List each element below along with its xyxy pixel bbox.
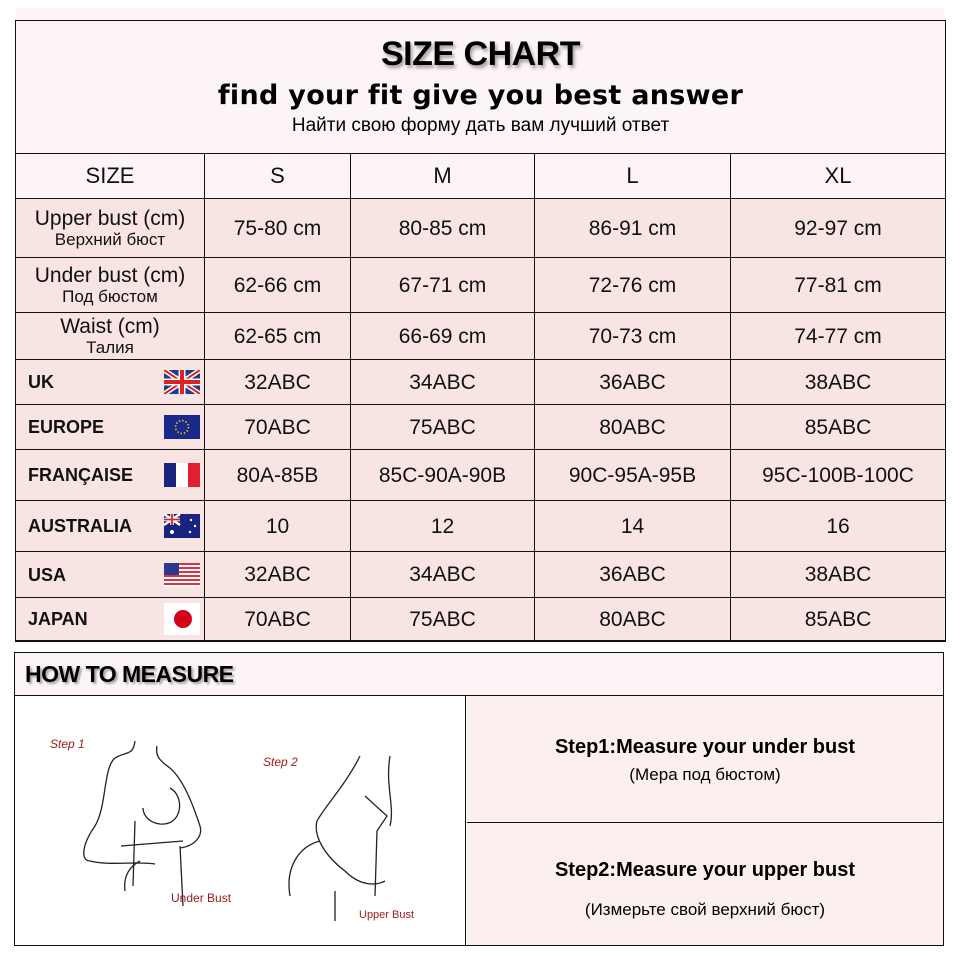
australia-flag-icon	[164, 514, 200, 538]
japan-flag-icon	[164, 603, 200, 635]
label-ru: Под бюстом	[62, 287, 158, 306]
measure-value: 80-85 cm	[351, 199, 535, 258]
country-name: JAPAN	[28, 609, 88, 629]
uk-flag-icon	[164, 370, 200, 394]
step2-label: Step 2	[263, 755, 298, 769]
size-value: 80ABC	[535, 598, 731, 641]
step1-label: Step 1	[50, 737, 85, 751]
country-name: FRANÇAISE	[28, 465, 134, 485]
size-value: 85C-90A-90B	[351, 450, 535, 501]
country-row-label: AUSTRALIA	[16, 501, 205, 552]
size-value: 34ABC	[351, 552, 535, 598]
how-to-measure-section: HOW TO MEASURE Step 1 Step 2 Under Bust …	[14, 652, 944, 946]
measure-value: 74-77 cm	[731, 313, 945, 360]
page-title: SIZE CHART	[381, 35, 581, 73]
top-band	[16, 8, 944, 20]
size-column-m: M	[351, 154, 535, 199]
size-value: 95C-100B-100C	[731, 450, 945, 501]
step2-panel: Step2:Measure your upper bust (Измерьте …	[467, 823, 943, 945]
step2-title: Step2:Measure your upper bust	[554, 859, 856, 881]
measure-value: 66-69 cm	[351, 313, 535, 360]
upper-bust-label: Upper Bust	[359, 909, 414, 921]
step1-russian: (Мера под бюстом)	[629, 765, 781, 784]
measure-value: 92-97 cm	[731, 199, 945, 258]
size-chart: SIZE CHART find your fit give you best a…	[15, 20, 946, 642]
measure-row-label: Upper bust (cm) Верхний бюст	[16, 199, 205, 258]
under-bust-label: Under Bust	[171, 891, 232, 905]
size-column-xl: XL	[731, 154, 945, 199]
measure-value: 72-76 cm	[535, 258, 731, 313]
size-table: SIZE S M L XL Upper bust (cm) Верхний бюст 75-8…	[16, 154, 945, 641]
measure-row-label: Waist (cm) Талия	[16, 313, 205, 360]
measure-value: 62-66 cm	[205, 258, 351, 313]
measure-value: 70-73 cm	[535, 313, 731, 360]
country-row-label: FRANÇAISE	[16, 450, 205, 501]
size-value: 38ABC	[731, 360, 945, 405]
size-column-l: L	[535, 154, 731, 199]
size-header: SIZE	[16, 154, 205, 199]
step1-panel: Step1:Measure your under bust (Мера под …	[467, 696, 943, 823]
label-ru: Верхний бюст	[54, 230, 166, 249]
usa-flag-icon	[164, 562, 200, 587]
step2-russian: (Измерьте свой верхний бюст)	[584, 900, 826, 919]
section-title: HOW TO MEASURE	[15, 653, 943, 696]
size-value: 36ABC	[535, 552, 731, 598]
size-value: 80ABC	[535, 405, 731, 450]
measure-value: 75-80 cm	[205, 199, 351, 258]
size-value: 32ABC	[205, 360, 351, 405]
label-en: Upper bust (cm)	[34, 207, 186, 230]
subtitle: find your fit give you best answer	[217, 80, 744, 111]
size-value: 38ABC	[731, 552, 945, 598]
country-name: UK	[28, 372, 54, 392]
size-value: 75ABC	[351, 598, 535, 641]
measure-value: 77-81 cm	[731, 258, 945, 313]
country-row-label: EUROPE	[16, 405, 205, 450]
size-value: 80A-85B	[205, 450, 351, 501]
measure-value: 86-91 cm	[535, 199, 731, 258]
step1-figure	[83, 740, 202, 907]
size-value: 85ABC	[731, 405, 945, 450]
step2-figure	[288, 755, 393, 921]
measure-value: 62-65 cm	[205, 313, 351, 360]
size-value: 14	[535, 501, 731, 552]
size-value: 36ABC	[535, 360, 731, 405]
country-name: EUROPE	[28, 417, 105, 437]
measure-value: 67-71 cm	[351, 258, 535, 313]
size-value: 34ABC	[351, 360, 535, 405]
step1-title: Step1:Measure your under bust	[554, 736, 856, 758]
size-value: 12	[351, 501, 535, 552]
size-value: 32ABC	[205, 552, 351, 598]
size-value: 10	[205, 501, 351, 552]
measure-row-label: Under bust (cm) Под бюстом	[16, 258, 205, 313]
measure-illustration: Step 1 Step 2 Under Bust Upper Bust	[15, 696, 466, 945]
size-value: 75ABC	[351, 405, 535, 450]
eu-flag-icon	[164, 415, 200, 439]
subtitle-russian: Найти свою форму дать вам лучший ответ	[291, 115, 670, 136]
country-name: USA	[28, 564, 67, 585]
country-name: AUSTRALIA	[28, 516, 132, 536]
size-value: 70ABC	[205, 598, 351, 641]
size-value: 90C-95A-95B	[535, 450, 731, 501]
label-en: Under bust (cm)	[34, 264, 186, 287]
size-column-s: S	[205, 154, 351, 199]
france-flag-icon	[164, 463, 200, 487]
size-value: 16	[731, 501, 945, 552]
label-en: Waist (cm)	[60, 315, 160, 338]
country-row-label: UK	[16, 360, 205, 405]
size-value: 85ABC	[731, 598, 945, 641]
country-row-label: JAPAN	[16, 598, 205, 641]
label-ru: Талия	[86, 338, 134, 357]
country-row-label: USA	[16, 552, 205, 598]
size-value: 70ABC	[205, 405, 351, 450]
chart-header: SIZE CHART find your fit give you best a…	[16, 21, 945, 154]
